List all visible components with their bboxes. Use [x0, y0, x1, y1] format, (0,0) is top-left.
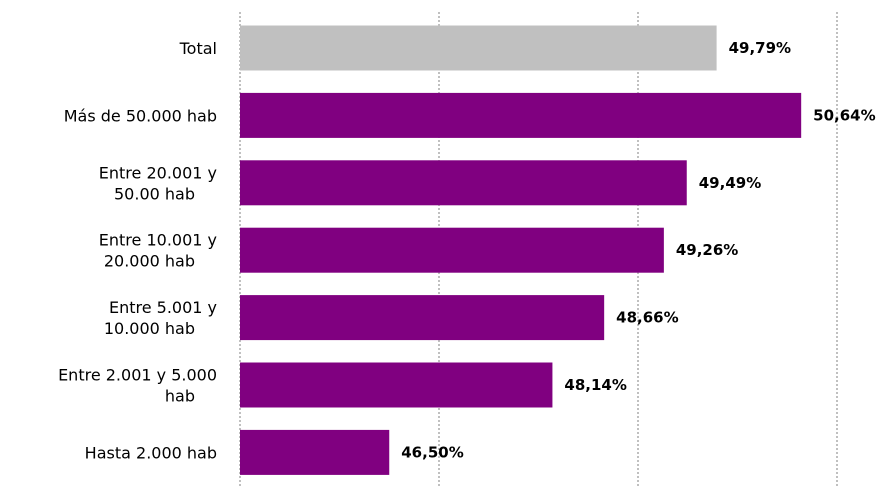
- data-label: 48,66%: [616, 309, 678, 327]
- label-layer: 49,79% Total 50,64% Más de 50.000 hab 49,49%…: [58, 39, 876, 462]
- category-label: Entre 2.001 y 5.000 hab: [58, 366, 217, 406]
- data-label: 46,50%: [401, 443, 463, 461]
- bar-6: [240, 429, 390, 475]
- data-label: 49,26%: [676, 241, 738, 259]
- category-label: Entre 10.001 y 20.000 hab: [99, 231, 217, 271]
- bar-0: [240, 25, 717, 71]
- data-label: 50,64%: [813, 106, 875, 124]
- category-label: Hasta 2.000 hab: [85, 443, 217, 462]
- bar-2: [240, 160, 687, 206]
- bar-3: [240, 227, 664, 273]
- bar-4: [240, 295, 605, 341]
- data-label: 48,14%: [564, 376, 626, 394]
- bar-layer: [240, 25, 802, 475]
- bar-5: [240, 362, 553, 408]
- category-label: Entre 5.001 y 10.000 hab: [104, 298, 217, 338]
- category-label: Entre 20.001 y 50.00 hab: [99, 163, 217, 203]
- category-label: Más de 50.000 hab: [64, 106, 217, 125]
- category-label: Total: [179, 39, 217, 58]
- data-label: 49,49%: [699, 174, 761, 192]
- data-label: 49,79%: [729, 39, 791, 57]
- bar-1: [240, 92, 802, 138]
